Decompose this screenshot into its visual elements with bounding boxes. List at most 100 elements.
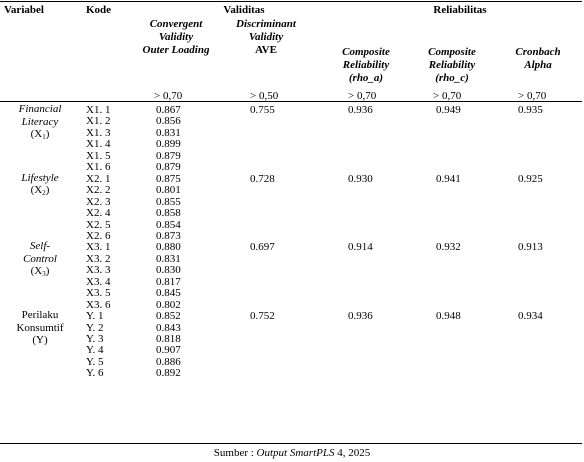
outer-loading-value: 0.879 xyxy=(156,161,181,174)
outer-loading-value: 0.852 xyxy=(156,310,181,323)
outer-loading-value: 0.818 xyxy=(156,333,181,345)
variable-name-line: Self- xyxy=(29,240,51,253)
variable-code-letter: X xyxy=(34,128,43,140)
variable-cell: Self- Control (X3) xyxy=(0,240,80,278)
indicator-code: X3. 6 xyxy=(86,298,111,311)
rho-c-value: 0.941 xyxy=(436,172,461,185)
indicator-code: X2. 5 xyxy=(86,218,111,231)
outer-loading-value: 0.830 xyxy=(156,264,181,277)
indicator-code: X2. 6 xyxy=(86,229,111,242)
variable-code: (X3) xyxy=(30,265,50,279)
outer-loading-value: 0.831 xyxy=(156,126,181,139)
alpha-value: 0.934 xyxy=(518,310,543,323)
indicator-code: X1. 4 xyxy=(86,138,111,151)
header-convergent-line-1: Convergent xyxy=(149,18,203,30)
indicator-code: X2. 4 xyxy=(86,207,111,220)
indicator-code: X2. 1 xyxy=(86,172,111,185)
alpha-value: 0.925 xyxy=(518,172,543,185)
rho-a-value: 0.914 xyxy=(348,241,373,254)
threshold-rho-a: > 0,70 xyxy=(348,90,377,102)
outer-loading-value: 0.879 xyxy=(156,149,181,162)
header-convergent-line-3: Outer Loading xyxy=(142,44,210,56)
indicator-code: X1. 3 xyxy=(86,126,111,139)
rho-c-value: 0.932 xyxy=(436,241,461,254)
indicator-code: Y. 5 xyxy=(86,355,104,368)
header-discriminant-line-1: Discriminant xyxy=(236,18,296,30)
ave-value: 0.697 xyxy=(250,241,275,254)
outer-loading-value: 0.858 xyxy=(156,207,181,220)
variable-code-subscript: 1 xyxy=(42,133,46,141)
source-prefix: Sumber : xyxy=(213,447,257,459)
variable-name-line: Control xyxy=(23,252,57,265)
variable-code: (X1) xyxy=(30,128,50,141)
ave-value: 0.728 xyxy=(250,172,275,185)
outer-loading-value: 0.854 xyxy=(156,218,181,231)
outer-loading-value: 0.817 xyxy=(156,275,181,288)
indicator-code: Y. 3 xyxy=(86,333,104,345)
header-rho-a: Composite Reliability (rho_a) xyxy=(324,46,408,85)
outer-loading-value: 0.856 xyxy=(156,115,181,128)
indicator-code: Y. 4 xyxy=(86,344,104,357)
outer-loading-value: 0.845 xyxy=(156,287,181,300)
variable-cell: Perilaku Konsumtif (Y) xyxy=(0,309,80,347)
outer-loading-value: 0.892 xyxy=(156,367,181,380)
variable-name-line: Lifestyle xyxy=(21,171,59,184)
header-rho-c-line-3: (rho_c) xyxy=(435,72,469,84)
variable-code-subscript: 2 xyxy=(42,189,46,198)
ave-value: 0.755 xyxy=(250,104,275,116)
variable-code-letter: X xyxy=(34,265,43,278)
header-cronbach-line-1: Cronbach xyxy=(515,46,561,58)
outer-loading-value: 0.801 xyxy=(156,184,181,197)
threshold-rho-c: > 0,70 xyxy=(433,90,462,102)
outer-loading-value: 0.802 xyxy=(156,298,181,311)
source-italic: Output SmartPLS xyxy=(256,447,335,459)
variable-cell: Lifestyle (X2) xyxy=(0,172,80,197)
header-rho-a-line-2: Reliability xyxy=(342,59,390,71)
header-rho-a-line-1: Composite xyxy=(342,46,390,58)
table-bottom-rule xyxy=(0,443,582,444)
header-rho-c-line-2: Reliability xyxy=(428,59,476,71)
outer-loading-value: 0.873 xyxy=(156,229,181,242)
variable-code: (X2) xyxy=(30,184,50,198)
outer-loading-value: 0.855 xyxy=(156,195,181,208)
indicator-code: X1. 2 xyxy=(86,115,111,128)
variable-name-line: Literacy xyxy=(21,115,59,128)
header-discriminant-line-2: Validity xyxy=(248,31,284,43)
threshold-outer-loading: > 0,70 xyxy=(154,90,183,102)
outer-loading-value: 0.875 xyxy=(156,172,181,185)
alpha-value: 0.913 xyxy=(518,241,543,254)
indicator-code: Y. 6 xyxy=(86,367,104,380)
top-rule xyxy=(0,1,582,2)
indicator-code: X1. 5 xyxy=(86,149,111,162)
header-bottom-rule xyxy=(0,101,582,102)
outer-loading-value: 0.907 xyxy=(156,344,181,357)
header-variabel: Variabel xyxy=(4,4,44,16)
rho-a-value: 0.936 xyxy=(348,310,373,323)
header-rho-c-line-1: Composite xyxy=(428,46,476,58)
outer-loading-value: 0.831 xyxy=(156,252,181,265)
header-reliabilitas: Reliabilitas xyxy=(433,4,487,16)
source-note: Sumber : Output SmartPLS 4, 2025 xyxy=(0,447,584,459)
indicator-code: X3. 3 xyxy=(86,264,111,277)
threshold-alpha: > 0,70 xyxy=(518,90,547,102)
header-rho-c: Composite Reliability (rho_c) xyxy=(410,46,494,85)
indicator-code: X3. 2 xyxy=(86,252,111,265)
header-convergent-validity: Convergent Validity Outer Loading xyxy=(126,18,226,57)
variable-cell: Financial Literacy (X1) xyxy=(0,103,80,141)
indicator-code: X3. 5 xyxy=(86,287,111,300)
indicator-code: X3. 4 xyxy=(86,275,111,288)
indicator-code: X3. 1 xyxy=(86,241,111,254)
variable-code: (Y) xyxy=(32,334,48,347)
source-suffix: 4, 2025 xyxy=(334,447,371,459)
indicator-code: X2. 3 xyxy=(86,195,111,208)
variable-code-letter: X xyxy=(34,184,43,197)
rho-c-value: 0.949 xyxy=(436,104,461,116)
header-validitas: Validitas xyxy=(223,4,265,16)
indicator-code: X1. 1 xyxy=(86,104,111,116)
outer-loading-value: 0.899 xyxy=(156,138,181,151)
header-cronbach-alpha: Cronbach Alpha xyxy=(496,46,580,72)
alpha-value: 0.935 xyxy=(518,104,543,116)
indicator-code: Y. 2 xyxy=(86,321,104,334)
header-discriminant-validity: Discriminant Validity AVE xyxy=(226,18,306,57)
variable-name-line: Perilaku xyxy=(21,309,59,322)
